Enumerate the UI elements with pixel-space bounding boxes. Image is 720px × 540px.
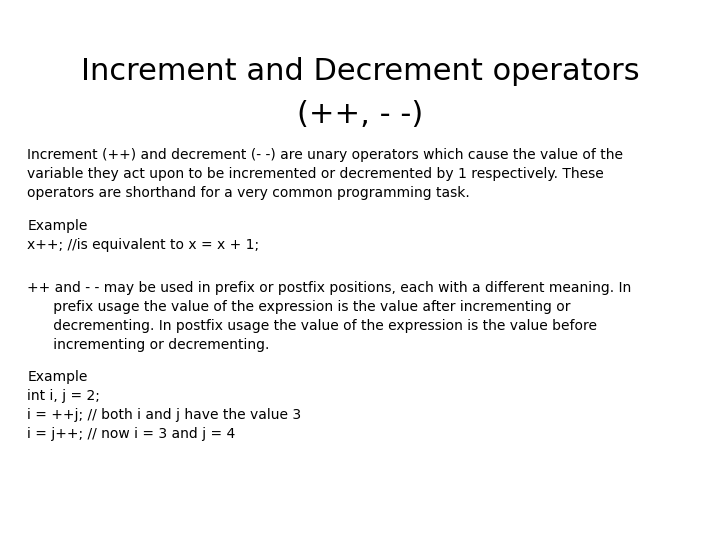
Text: Example
int i, j = 2;
i = ++j; // both i and j have the value 3
i = j++; // now : Example int i, j = 2; i = ++j; // both i… [27, 370, 302, 441]
Text: ++ and - - may be used in prefix or postfix positions, each with a different mea: ++ and - - may be used in prefix or post… [27, 281, 631, 352]
Text: (++, - -): (++, - -) [297, 100, 423, 129]
Text: Example
x++; //is equivalent to x = x + 1;: Example x++; //is equivalent to x = x + … [27, 219, 259, 252]
Text: Increment and Decrement operators: Increment and Decrement operators [81, 57, 639, 86]
Text: Increment (++) and decrement (- -) are unary operators which cause the value of : Increment (++) and decrement (- -) are u… [27, 148, 624, 200]
